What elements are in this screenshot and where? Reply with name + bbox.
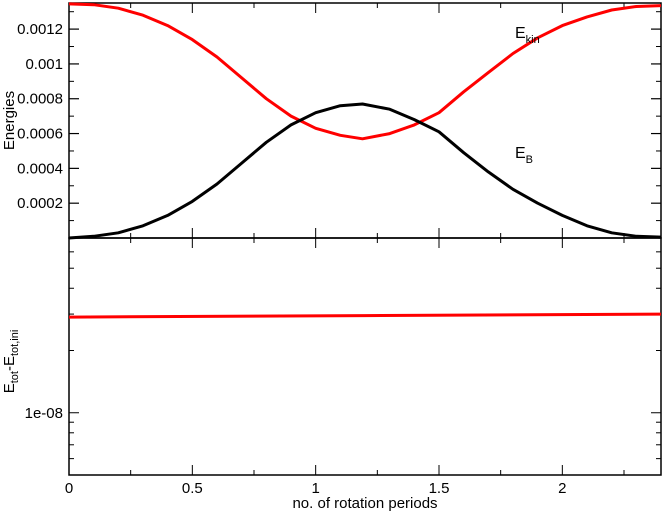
series-line-e-kin [68, 2, 662, 141]
top-panel-ticks: 0.0002 0.0004 0.0006 0.0008 0.001 0.0012 [17, 3, 661, 238]
top-y-axis-label: Energies [1, 91, 18, 150]
annotation-e-kin: Ekin [515, 25, 540, 46]
x-tick-label: 1.5 [429, 480, 450, 497]
bottom-panel: 1e-08 0 0.5 1 1.5 2 no. of rotation periods E… [1, 237, 662, 512]
top-y-tick-label: 0.0008 [17, 91, 63, 108]
x-axis-label: no. of rotation periods [292, 495, 437, 512]
top-y-tick-label: 0.0004 [17, 160, 63, 177]
bottom-y-tick-label: 1e-08 [25, 405, 63, 422]
bottom-y-axis-label: Etot-Etot,ini [1, 330, 21, 394]
x-tick-label: 0.5 [182, 480, 203, 497]
top-panel-frame [68, 2, 662, 239]
top-panel-lines [68, 2, 662, 240]
bottom-panel-frame [68, 237, 662, 476]
annotation-e-b: EB [515, 145, 533, 166]
bottom-panel-lines [68, 312, 662, 319]
top-y-tick-label: 0.0006 [17, 126, 63, 143]
top-y-tick-label: 0.0002 [17, 195, 63, 212]
x-tick-label: 1 [311, 480, 319, 497]
x-tick-label: 2 [558, 480, 566, 497]
x-tick-label: 0 [65, 480, 73, 497]
top-y-tick-label: 0.001 [25, 56, 63, 73]
top-panel: 0.0002 0.0004 0.0006 0.0008 0.001 0.0012 Ener… [1, 2, 662, 240]
bottom-panel-ticks: 1e-08 0 0.5 1 1.5 2 [25, 237, 661, 497]
series-line-e-b [68, 102, 662, 240]
series-line-energy-error [68, 312, 662, 319]
top-y-tick-label: 0.0012 [17, 21, 63, 38]
